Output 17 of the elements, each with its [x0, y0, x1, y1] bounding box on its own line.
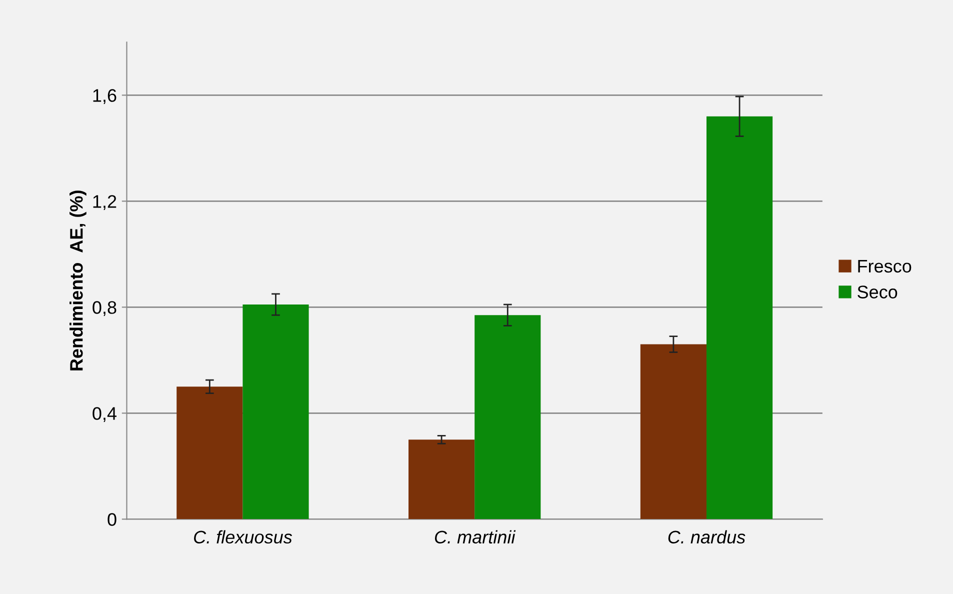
legend-label: Seco	[858, 286, 898, 298]
y-tick-label: 0	[108, 513, 116, 526]
bar	[706, 116, 773, 520]
bar	[474, 315, 541, 520]
bar	[176, 386, 243, 520]
y-axis-title: Rendimiento AE, (%)	[70, 190, 86, 370]
y-tick-label: 1,6	[93, 89, 116, 104]
y-tick-label: 0,8	[92, 301, 116, 316]
legend-label: Fresco	[858, 260, 912, 273]
x-tick-label: C. martinii	[434, 530, 516, 544]
bar	[640, 344, 706, 520]
y-tick-label: 0,4	[92, 407, 116, 422]
bar	[408, 440, 475, 520]
y-tick-label: 1,2	[93, 195, 116, 210]
bar	[242, 304, 309, 520]
x-tick-label: C. flexuosus	[194, 530, 292, 544]
x-tick-label: C. nardus	[668, 530, 746, 544]
